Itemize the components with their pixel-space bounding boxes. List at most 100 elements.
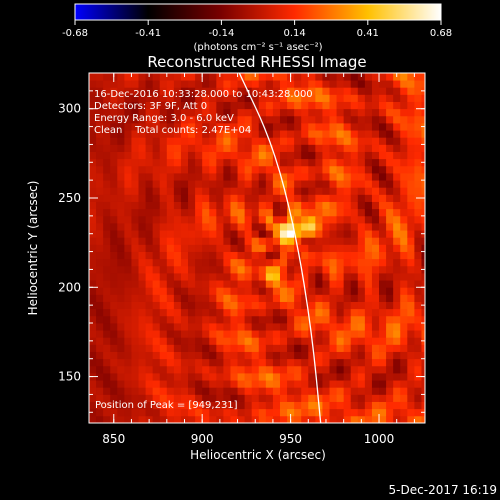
heatmap-cell	[195, 244, 203, 252]
heatmap-cell	[336, 73, 345, 81]
heatmap-cell	[421, 351, 425, 360]
heatmap-cell	[379, 230, 387, 238]
heatmap-cell	[152, 373, 161, 381]
heatmap-cell	[110, 101, 118, 110]
heatmap-cell	[117, 237, 125, 245]
heatmap-cell	[223, 387, 231, 395]
heatmap-cell	[315, 323, 323, 331]
heatmap-cell	[166, 194, 175, 202]
heatmap-cell	[180, 194, 189, 202]
heatmap-cell	[230, 387, 238, 395]
heatmap-cell	[159, 394, 168, 402]
heatmap-cell	[138, 115, 146, 124]
heatmap-cell	[294, 337, 302, 345]
heatmap-cell	[145, 158, 154, 167]
heatmap-cell	[386, 208, 394, 217]
heatmap-cell	[110, 265, 118, 274]
heatmap-cell	[350, 80, 359, 88]
heatmap-cell	[258, 287, 267, 295]
heatmap-cell	[407, 73, 415, 81]
heatmap-cell	[357, 180, 366, 188]
heatmap-cell	[152, 330, 161, 338]
heatmap-cell	[258, 330, 267, 338]
heatmap-cell	[315, 130, 323, 138]
heatmap-cell	[96, 315, 104, 324]
heatmap-cell	[272, 80, 281, 88]
heatmap-cell	[343, 415, 352, 423]
heatmap-cell	[89, 380, 97, 388]
heatmap-cell	[145, 401, 154, 410]
heatmap-cell	[216, 380, 224, 388]
heatmap-cell	[152, 194, 161, 202]
heatmap-cell	[103, 351, 111, 360]
heatmap-cell	[350, 137, 359, 145]
heatmap-cell	[272, 351, 281, 360]
heatmap-cell	[180, 294, 189, 302]
heatmap-cell	[322, 230, 330, 238]
heatmap-cell	[216, 294, 224, 302]
heatmap-cell	[230, 244, 238, 252]
heatmap-cell	[386, 137, 394, 145]
heatmap-cell	[188, 244, 196, 252]
heatmap-cell	[124, 358, 132, 367]
heatmap-cell	[251, 287, 260, 295]
heatmap-cell	[117, 394, 125, 402]
heatmap-cell	[329, 394, 337, 402]
heatmap-cell	[265, 258, 274, 267]
heatmap-cell	[343, 73, 352, 81]
heatmap-cell	[159, 380, 168, 388]
heatmap-cell	[110, 301, 118, 310]
heatmap-cell	[386, 301, 394, 310]
heatmap-cell	[301, 330, 309, 338]
heatmap-cell	[237, 94, 246, 102]
heatmap-cell	[265, 251, 274, 260]
heatmap-cell	[336, 208, 345, 217]
heatmap-cell	[301, 294, 309, 302]
heatmap-cell	[251, 101, 260, 110]
heatmap-cell	[287, 215, 295, 224]
heatmap-cell	[209, 280, 217, 288]
heatmap-cell	[301, 87, 309, 95]
heatmap-cell	[294, 151, 302, 160]
heatmap-cell	[188, 187, 196, 195]
heatmap-cell	[407, 87, 415, 95]
x-tick-label: 1000	[364, 432, 395, 446]
heatmap-cell	[265, 301, 274, 310]
heatmap-cell	[124, 237, 132, 245]
heatmap-cell	[357, 101, 366, 110]
heatmap-cell	[216, 115, 224, 124]
heatmap-cell	[414, 337, 422, 345]
heatmap-cell	[138, 158, 146, 167]
heatmap-cell	[188, 80, 196, 88]
heatmap-cell	[350, 165, 359, 174]
heatmap-cell	[251, 201, 260, 210]
heatmap-cell	[202, 80, 210, 88]
heatmap-cell	[173, 115, 182, 124]
heatmap-cell	[364, 158, 373, 167]
heatmap-cell	[209, 337, 217, 345]
heatmap-cell	[393, 201, 401, 210]
heatmap-cell	[287, 323, 295, 331]
heatmap-cell	[258, 137, 267, 145]
heatmap-cell	[96, 301, 104, 310]
heatmap-cell	[209, 173, 217, 181]
heatmap-cell	[279, 358, 288, 367]
heatmap-cell	[364, 80, 373, 88]
heatmap-cell	[251, 394, 260, 402]
heatmap-cell	[421, 394, 425, 402]
heatmap-cell	[216, 101, 224, 110]
heatmap-cell	[223, 244, 231, 252]
heatmap-cell	[287, 101, 295, 110]
heatmap-cell	[386, 358, 394, 367]
heatmap-cell	[315, 151, 323, 160]
heatmap-cell	[308, 130, 316, 138]
heatmap-cell	[294, 201, 302, 210]
heatmap-cell	[216, 173, 224, 181]
heatmap-cell	[202, 380, 210, 388]
heatmap-cell	[188, 323, 196, 331]
heatmap-cell	[322, 265, 330, 274]
heatmap-cell	[279, 337, 288, 345]
heatmap-cell	[350, 401, 359, 410]
heatmap-cell	[110, 337, 118, 345]
heatmap-cell	[173, 223, 182, 231]
